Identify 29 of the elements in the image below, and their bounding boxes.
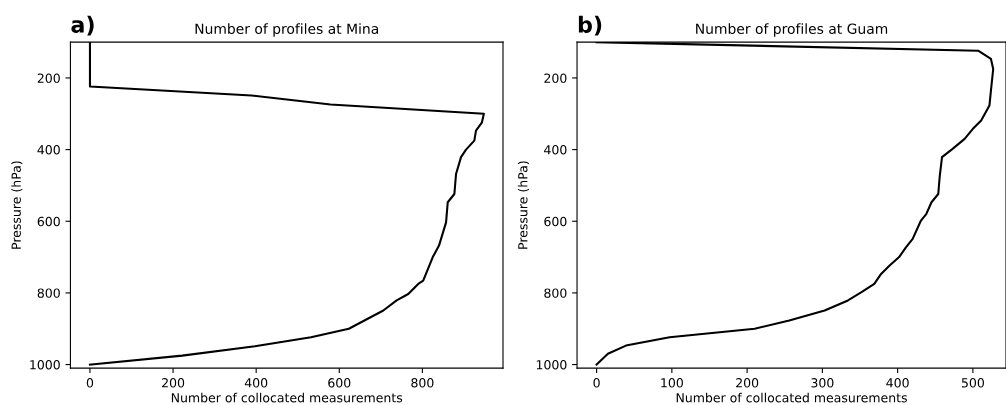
text: b) bbox=[578, 15, 602, 36]
y-tick-label: 200 bbox=[544, 73, 567, 83]
y-tick-label: 1000 bbox=[30, 360, 60, 370]
x-tick-label: 0 bbox=[86, 378, 94, 388]
y-tick-label: 1000 bbox=[536, 360, 567, 370]
x-tick-label: 200 bbox=[162, 378, 185, 388]
y-tick-label: 400 bbox=[37, 145, 60, 155]
y-tick-label: 400 bbox=[544, 145, 567, 155]
x-tick-label: 100 bbox=[661, 378, 683, 388]
y-axis-title: Pressure (hPa) bbox=[517, 161, 529, 249]
x-tick-label: 400 bbox=[244, 378, 268, 388]
text: a) bbox=[71, 15, 94, 36]
chart-title: Number of profiles at Guam bbox=[696, 23, 888, 37]
x-tick-label: 200 bbox=[736, 378, 759, 388]
chart-title: Number of profiles at Mina bbox=[195, 23, 378, 37]
y-tick-label: 800 bbox=[37, 288, 60, 298]
y-tick-label: 800 bbox=[544, 288, 567, 298]
y-tick-label: 600 bbox=[37, 216, 60, 227]
x-axis-title: Number of collocated measurements bbox=[171, 392, 403, 403]
x-tick-label: 800 bbox=[411, 378, 434, 388]
x-tick-label: 500 bbox=[961, 378, 984, 388]
y-tick-label: 600 bbox=[544, 216, 567, 227]
x-tick-label: 400 bbox=[886, 378, 909, 388]
x-tick-label: 600 bbox=[328, 378, 351, 388]
y-tick-label: 200 bbox=[37, 73, 60, 83]
x-tick-label: 0 bbox=[593, 378, 600, 388]
x-tick-label: 300 bbox=[811, 378, 834, 388]
y-axis-title: Pressure (hPa) bbox=[11, 161, 23, 249]
x-axis-title: Number of collocated measurements bbox=[676, 392, 907, 403]
